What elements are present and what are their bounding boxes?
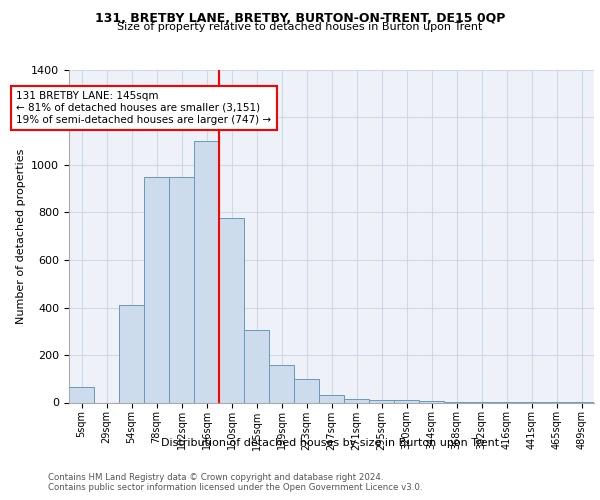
Bar: [294, 379, 319, 402]
Bar: [194, 141, 219, 403]
Bar: [244, 330, 269, 402]
Text: Contains public sector information licensed under the Open Government Licence v3: Contains public sector information licen…: [48, 482, 422, 492]
Text: 131 BRETBY LANE: 145sqm
← 81% of detached houses are smaller (3,151)
19% of semi: 131 BRETBY LANE: 145sqm ← 81% of detache…: [16, 92, 272, 124]
Bar: [69, 387, 94, 402]
Bar: [144, 177, 169, 402]
Bar: [319, 396, 344, 402]
Y-axis label: Number of detached properties: Number of detached properties: [16, 148, 26, 324]
Text: Contains HM Land Registry data © Crown copyright and database right 2024.: Contains HM Land Registry data © Crown c…: [48, 472, 383, 482]
Text: Distribution of detached houses by size in Burton upon Trent: Distribution of detached houses by size …: [161, 438, 499, 448]
Bar: [344, 399, 369, 402]
Bar: [219, 218, 244, 402]
Text: Size of property relative to detached houses in Burton upon Trent: Size of property relative to detached ho…: [118, 22, 482, 32]
Bar: [369, 400, 394, 402]
Bar: [269, 364, 294, 403]
Bar: [394, 400, 419, 402]
Bar: [169, 177, 194, 402]
Bar: [119, 305, 144, 402]
Text: 131, BRETBY LANE, BRETBY, BURTON-ON-TRENT, DE15 0QP: 131, BRETBY LANE, BRETBY, BURTON-ON-TREN…: [95, 12, 505, 26]
